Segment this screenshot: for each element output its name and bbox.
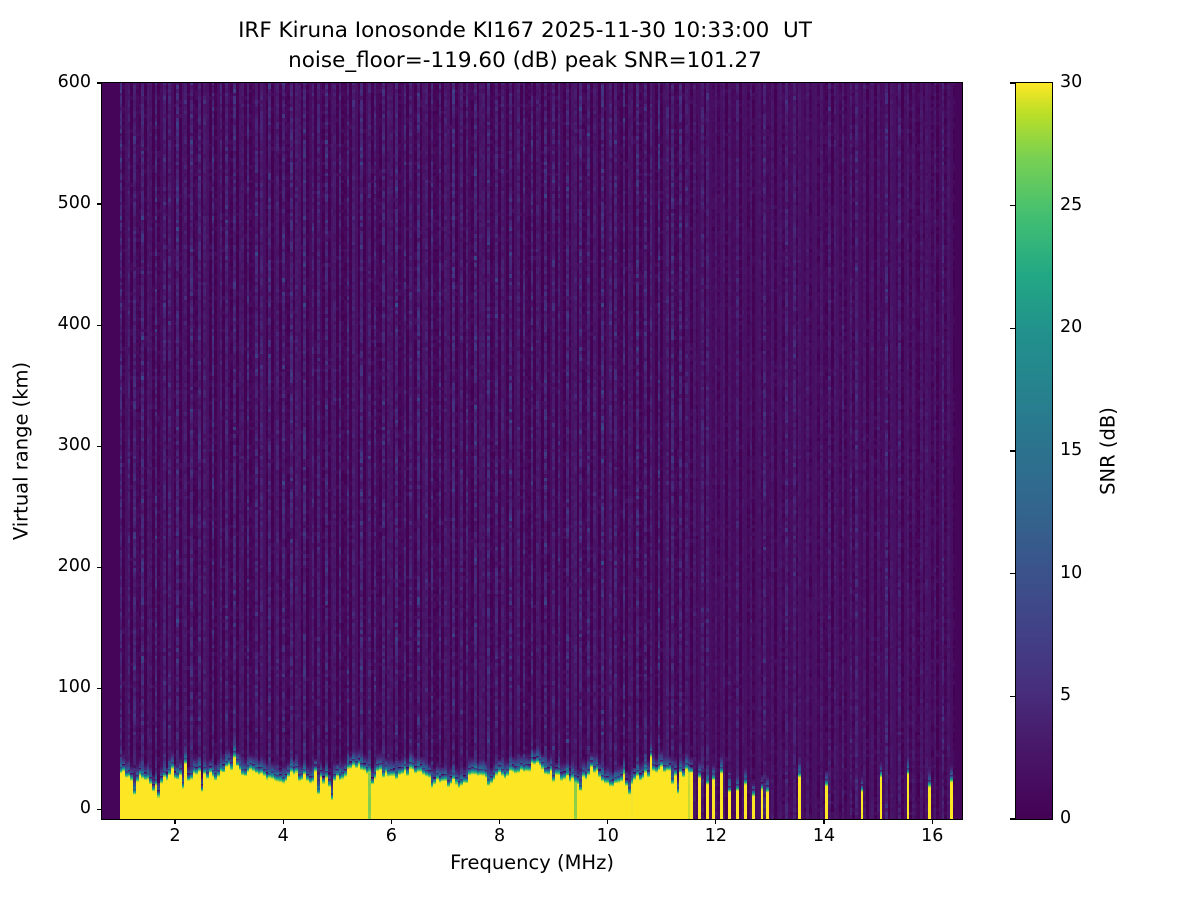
- x-tick-label: 6: [385, 826, 397, 846]
- x-tick-mark: [823, 820, 825, 824]
- x-axis-label: Frequency (MHz): [450, 851, 614, 874]
- x-tick-label: 2: [169, 826, 181, 846]
- colorbar-tick-label: 25: [1060, 194, 1083, 215]
- colorbar-tick-mark: [1010, 818, 1015, 820]
- y-axis-label: Virtual range (km): [9, 361, 33, 541]
- y-tick-mark: [97, 82, 101, 84]
- colorbar-label: SNR (dB): [1096, 407, 1120, 495]
- colorbar-label-wrap: SNR (dB): [1088, 82, 1128, 820]
- x-tick-mark: [498, 820, 501, 824]
- colorbar-tick-label: 0: [1060, 808, 1072, 828]
- colorbar-tick-mark: [1010, 573, 1015, 575]
- ionogram-plot-area: [101, 82, 963, 820]
- y-axis-label-wrap: Virtual range (km): [0, 82, 42, 820]
- colorbar-gradient: [1016, 83, 1052, 819]
- colorbar-tick-label: 5: [1060, 685, 1072, 706]
- y-tick-mark: [97, 324, 101, 326]
- ionogram-heatmap: [102, 83, 962, 819]
- colorbar-tick-label: 30: [1060, 72, 1083, 92]
- colorbar-tick-label: 15: [1060, 440, 1083, 460]
- x-tick-label: 12: [704, 826, 728, 846]
- figure-title-line-1: IRF Kiruna Ionosonde KI167 2025-11-30 10…: [238, 18, 812, 43]
- colorbar-tick-label: 20: [1060, 317, 1083, 338]
- colorbar-tick-mark: [1010, 82, 1015, 84]
- x-tick-label: 8: [493, 826, 506, 846]
- x-tick-label: 4: [277, 826, 289, 846]
- y-tick-mark: [97, 566, 101, 568]
- x-tick-label: 14: [812, 826, 836, 846]
- y-tick-label: 400: [57, 314, 91, 335]
- x-tick-mark: [174, 820, 176, 824]
- y-tick-label: 300: [57, 435, 91, 456]
- x-tick-mark: [607, 820, 609, 824]
- colorbar-tick-mark: [1010, 450, 1015, 452]
- colorbar: [1015, 82, 1053, 820]
- y-tick-label: 200: [57, 556, 91, 577]
- figure-title-line-2: noise_floor=-119.60 (dB) peak SNR=101.27: [288, 48, 762, 73]
- x-tick-label: 10: [596, 826, 619, 846]
- y-tick-label: 500: [57, 193, 91, 214]
- y-tick-label: 100: [57, 677, 91, 698]
- x-tick-mark: [390, 820, 392, 824]
- y-tick-mark: [97, 808, 101, 810]
- x-tick-mark: [282, 820, 284, 824]
- y-tick-label: 600: [57, 72, 91, 92]
- figure-title: IRF Kiruna Ionosonde KI167 2025-11-30 10…: [0, 16, 1050, 76]
- colorbar-tick-mark: [1010, 695, 1015, 697]
- y-tick-label: 0: [79, 798, 91, 819]
- y-tick-mark: [97, 445, 101, 447]
- x-tick-label: 16: [921, 826, 944, 846]
- colorbar-tick-mark: [1010, 327, 1015, 329]
- y-tick-mark: [97, 203, 101, 205]
- y-tick-mark: [97, 687, 101, 689]
- x-tick-mark: [931, 820, 933, 824]
- x-tick-mark: [715, 820, 717, 824]
- colorbar-tick-label: 10: [1060, 562, 1083, 583]
- colorbar-tick-mark: [1010, 205, 1015, 207]
